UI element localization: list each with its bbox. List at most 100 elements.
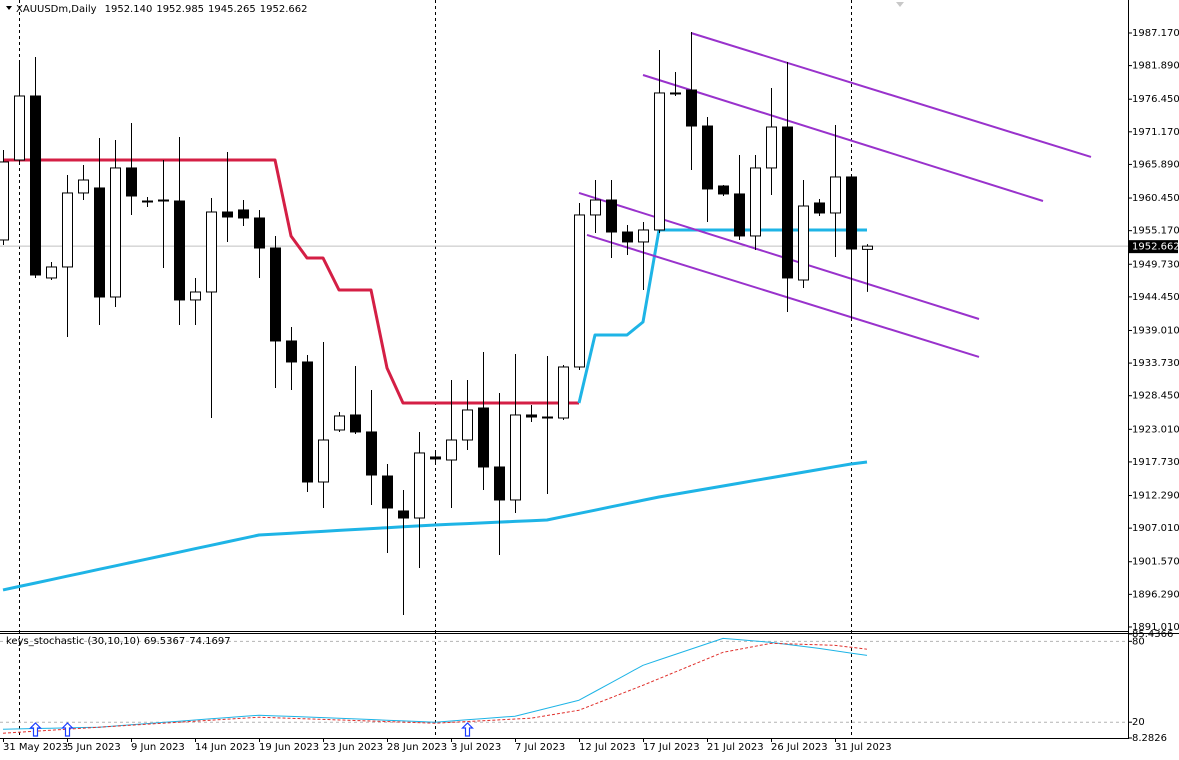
candle-body xyxy=(254,217,265,249)
candle-body xyxy=(462,409,473,441)
candle-body xyxy=(542,416,553,419)
y-tick-label: 1907.010 xyxy=(1132,523,1179,534)
candle-body xyxy=(430,456,441,460)
candle-body xyxy=(334,415,345,431)
candle-body xyxy=(670,92,681,95)
y-tick-label: 1912.290 xyxy=(1132,491,1179,502)
candle-body xyxy=(814,202,825,214)
y-tick-label: 1923.010 xyxy=(1132,424,1179,435)
symbol-title: XAUUSDm,Daily xyxy=(16,4,97,15)
x-tick-label: 31 May 2023 xyxy=(3,742,68,753)
candle-body xyxy=(0,161,9,241)
candle-body xyxy=(782,126,793,279)
trend-line xyxy=(578,192,980,320)
candle-body xyxy=(734,193,745,237)
x-tick-label: 26 Jul 2023 xyxy=(771,742,828,753)
signal-value: 74.1697 xyxy=(189,636,230,647)
x-tick-label: 17 Jul 2023 xyxy=(643,742,700,753)
candle-body xyxy=(286,340,297,363)
indicator-line xyxy=(2,460,868,592)
candle-body xyxy=(30,95,41,276)
close-label: 1952.662 xyxy=(260,4,308,15)
trend-line xyxy=(586,234,980,358)
y-tick-label: 1955.170 xyxy=(1132,226,1179,237)
candle-body xyxy=(686,89,697,127)
candle-body xyxy=(302,361,313,483)
y-tick-label: 1987.170 xyxy=(1132,28,1179,39)
y-tick-label: 80 xyxy=(1132,636,1145,647)
y-tick-label: 1901.570 xyxy=(1132,557,1179,568)
y-tick-label: 1981.890 xyxy=(1132,61,1179,72)
y-tick-label: 1917.730 xyxy=(1132,457,1179,468)
candle-body xyxy=(558,366,569,419)
x-tick-label: 23 Jun 2023 xyxy=(323,742,383,753)
x-tick-label: 28 Jun 2023 xyxy=(387,742,447,753)
low-label: 1945.265 xyxy=(208,4,256,15)
candle-body xyxy=(510,414,521,501)
trend-line xyxy=(642,74,1044,202)
candle-body xyxy=(702,125,713,190)
oscillator-line xyxy=(2,642,868,734)
candle-body xyxy=(78,179,89,194)
x-tick-label: 19 Jun 2023 xyxy=(259,742,319,753)
scroll-marker xyxy=(896,2,904,7)
chart-header: XAUUSDm,Daily 1952.140 1952.985 1945.265 195… xyxy=(16,4,307,15)
candle-body xyxy=(494,466,505,501)
y-tick-label: 1971.170 xyxy=(1132,127,1179,138)
candle-body xyxy=(126,167,137,197)
x-tick-label: 21 Jul 2023 xyxy=(707,742,764,753)
y-tick-label: 1891.010 xyxy=(1132,622,1179,633)
high-label: 1952.985 xyxy=(156,4,204,15)
x-tick-label: 9 Jun 2023 xyxy=(131,742,185,753)
y-tick-label: 1939.010 xyxy=(1132,325,1179,336)
candle-body xyxy=(190,291,201,301)
candle-body xyxy=(398,510,409,519)
signal-arrow xyxy=(29,722,42,737)
x-tick-label: 3 Jul 2023 xyxy=(451,742,501,753)
candle-body xyxy=(366,431,377,476)
candle-body xyxy=(750,167,761,237)
y-tick-label: 1949.730 xyxy=(1132,259,1179,270)
candle-body xyxy=(846,176,857,250)
candle-body xyxy=(46,266,57,279)
x-tick-label: 5 Jun 2023 xyxy=(67,742,121,753)
y-tick-label: 1965.890 xyxy=(1132,159,1179,170)
price-tag-label: 1952.662 xyxy=(1132,242,1179,253)
x-tick-label: 14 Jun 2023 xyxy=(195,742,255,753)
candle-body xyxy=(222,211,233,218)
candle-body xyxy=(94,187,105,298)
candle-body xyxy=(526,414,537,418)
candle-body xyxy=(622,231,633,243)
candle-body xyxy=(590,199,601,216)
candle-body xyxy=(718,185,729,195)
signal-arrow xyxy=(61,722,74,737)
price-tag: 1952.662 xyxy=(1129,240,1179,254)
candle-body xyxy=(142,200,153,203)
candle-body xyxy=(238,209,249,219)
y-tick-label: 20 xyxy=(1132,717,1145,728)
trend-line xyxy=(690,32,1092,158)
candle-body xyxy=(382,475,393,509)
open-label: 1952.140 xyxy=(105,4,153,15)
candle-body xyxy=(606,199,617,233)
candle-body xyxy=(62,192,73,268)
y-tick-label: 1960.450 xyxy=(1132,193,1179,204)
candle-body xyxy=(654,92,665,231)
candle-body xyxy=(478,407,489,468)
candle-body xyxy=(350,414,361,433)
x-tick-label: 12 Jul 2023 xyxy=(579,742,636,753)
y-tick-label: 8.2826 xyxy=(1132,733,1167,744)
candle-body xyxy=(110,167,121,298)
x-tick-label: 31 Jul 2023 xyxy=(835,742,892,753)
menu-triangle[interactable] xyxy=(6,6,12,10)
candle-body xyxy=(158,199,169,202)
y-tick-label: 1976.450 xyxy=(1132,94,1179,105)
indicator-line xyxy=(577,228,867,404)
y-tick-label: 1928.450 xyxy=(1132,391,1179,402)
x-tick-label: 7 Jul 2023 xyxy=(515,742,565,753)
indicator-header: keys_stochastic (30,10,10) 69.5367 74.1697 xyxy=(6,636,231,647)
candle-body xyxy=(862,245,873,250)
candle-body xyxy=(638,229,649,243)
